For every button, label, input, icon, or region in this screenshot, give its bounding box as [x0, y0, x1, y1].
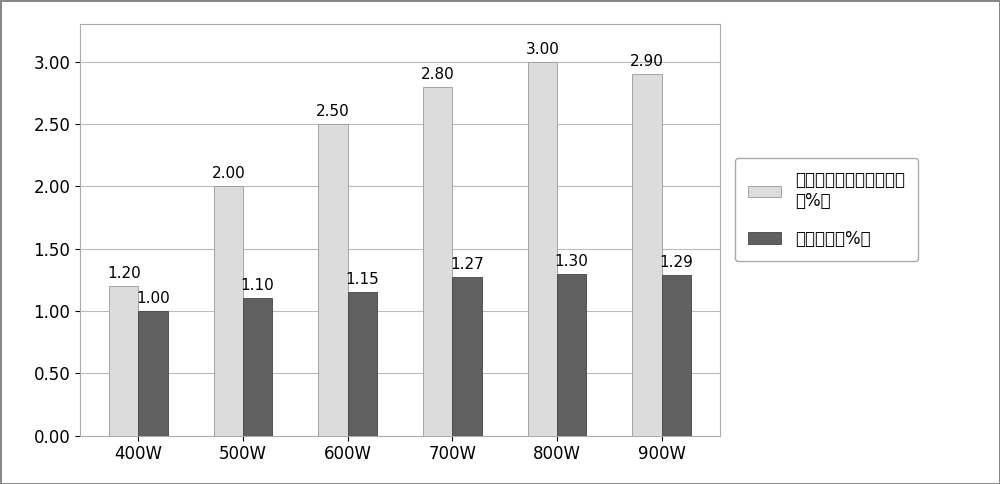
- Bar: [243, 299, 272, 436]
- Bar: [214, 186, 243, 436]
- Bar: [662, 275, 691, 436]
- Text: 1.20: 1.20: [107, 266, 141, 281]
- Text: 2.50: 2.50: [316, 104, 350, 119]
- Bar: [138, 311, 168, 436]
- Bar: [348, 292, 377, 436]
- Bar: [528, 61, 557, 436]
- Bar: [318, 124, 348, 436]
- Text: 1.10: 1.10: [241, 278, 275, 293]
- Legend: 对甲氧基肉桂酸乙酯含量
（%）, 龙脑含量（%）: 对甲氧基肉桂酸乙酯含量 （%）, 龙脑含量（%）: [735, 158, 918, 261]
- Text: 2.80: 2.80: [421, 66, 455, 81]
- Text: 1.15: 1.15: [345, 272, 379, 287]
- Text: 2.00: 2.00: [212, 166, 245, 182]
- Text: 1.29: 1.29: [659, 255, 693, 270]
- Bar: [632, 74, 662, 436]
- Bar: [423, 87, 452, 436]
- Text: 1.30: 1.30: [555, 254, 589, 269]
- Bar: [452, 277, 482, 436]
- Text: 1.00: 1.00: [136, 291, 170, 306]
- Text: 2.90: 2.90: [630, 54, 664, 69]
- Text: 1.27: 1.27: [450, 257, 484, 272]
- Bar: [557, 273, 586, 436]
- Text: 3.00: 3.00: [525, 42, 559, 57]
- Bar: [109, 286, 138, 436]
